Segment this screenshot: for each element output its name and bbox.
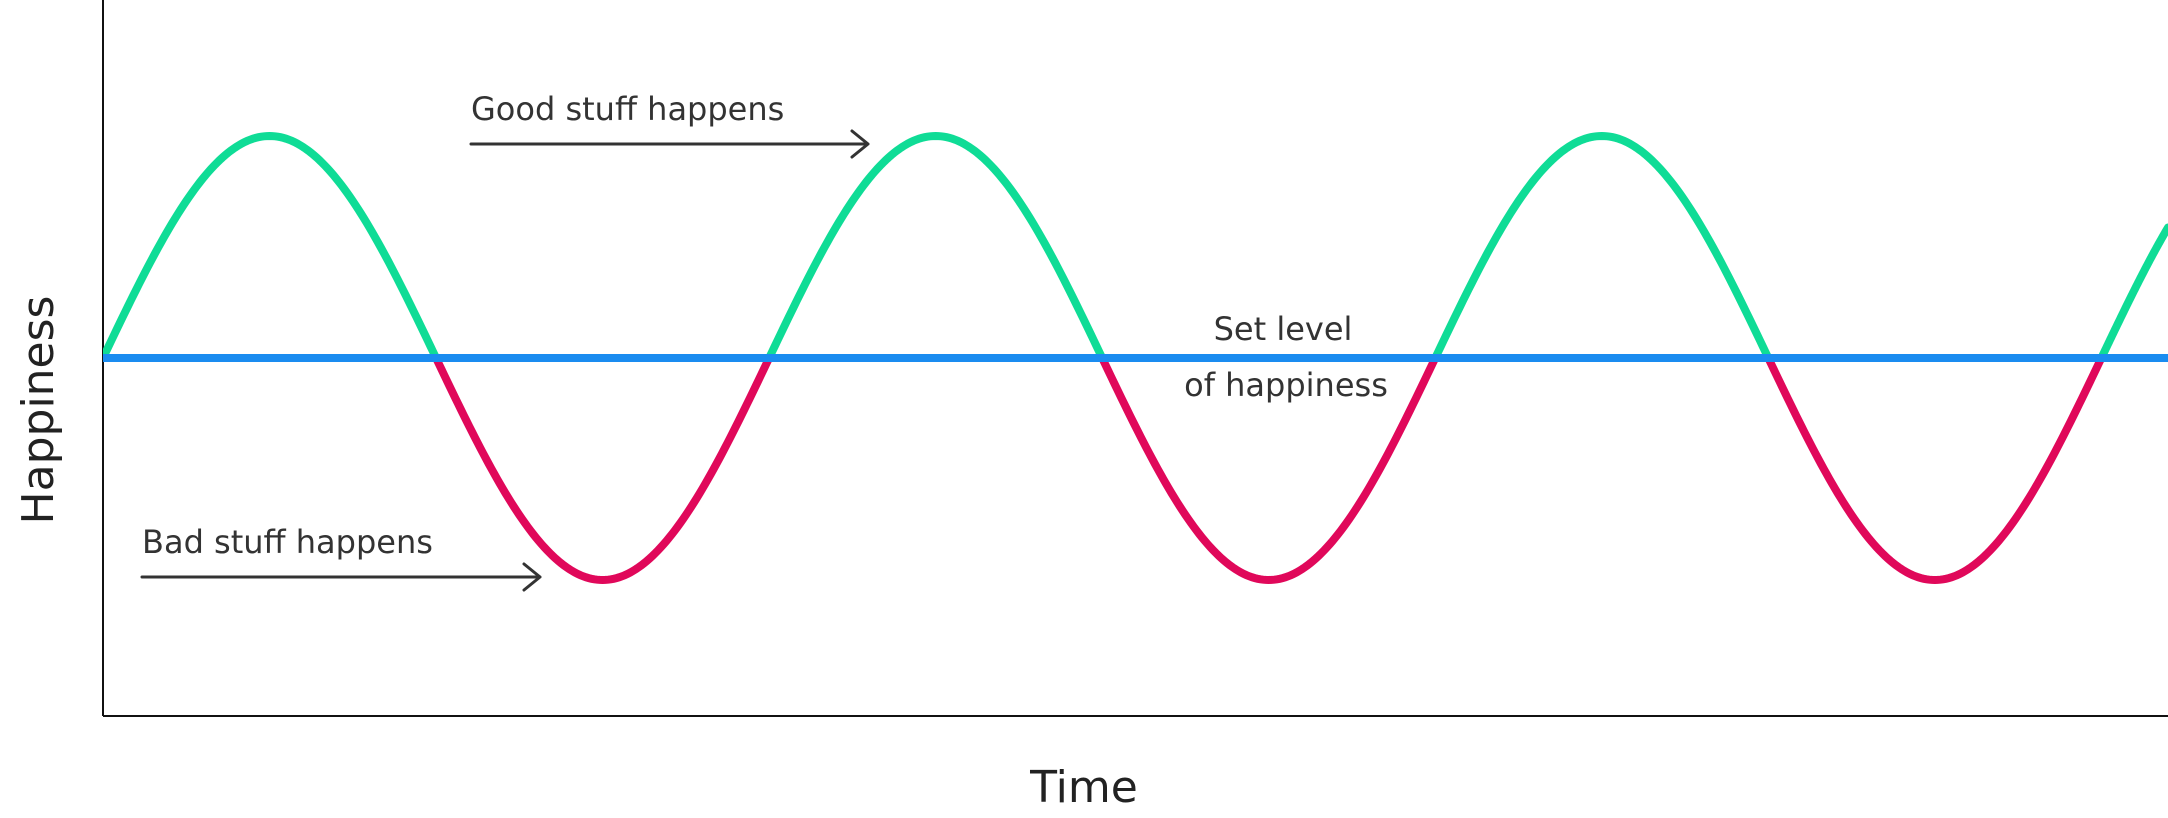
bad-stuff-arrow (140, 562, 542, 592)
wave-segment-below (1098, 354, 1440, 585)
bad-stuff-label: Bad stuff happens (142, 523, 433, 561)
wave-segment-above (103, 131, 441, 362)
x-axis-title: Time (1029, 762, 1138, 813)
wave-segment-below (1764, 354, 2106, 585)
y-axis-title: Happiness (13, 296, 64, 525)
wave-segment-above (2097, 223, 2168, 362)
good-stuff-label: Good stuff happens (471, 90, 784, 128)
set-level-label-line2: of happiness (1184, 366, 1388, 404)
series-layer (103, 131, 2168, 585)
annotation-layer: Good stuff happens Bad stuff happens Set… (140, 90, 1388, 592)
good-stuff-arrow (469, 129, 870, 159)
wave-segment-above (1431, 131, 1773, 362)
wave-segment-below (432, 354, 774, 585)
wave-segment-above (765, 131, 1107, 362)
set-level-label-line1: Set level (1214, 310, 1353, 348)
